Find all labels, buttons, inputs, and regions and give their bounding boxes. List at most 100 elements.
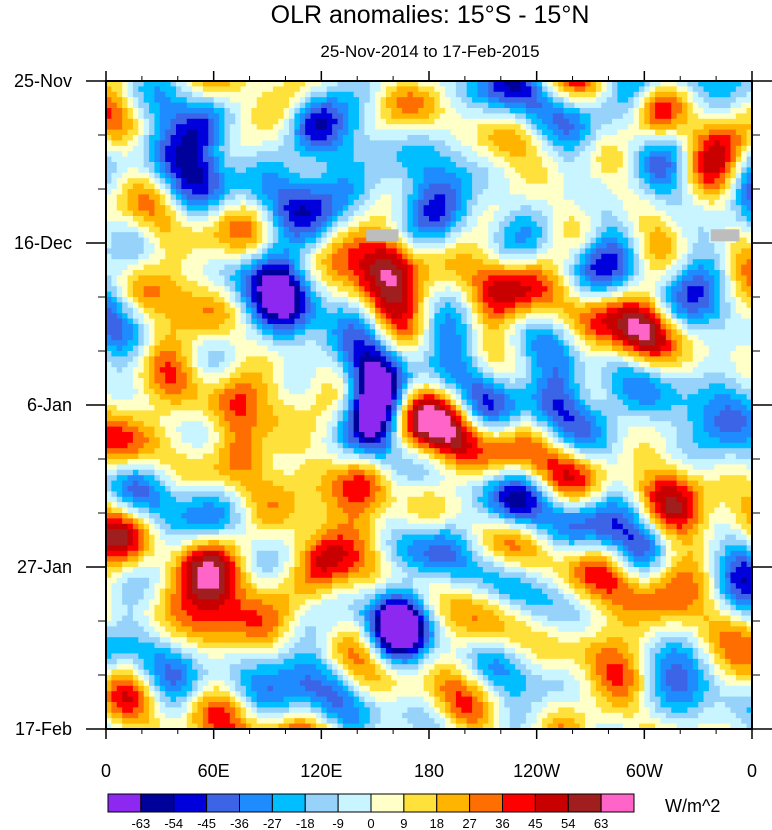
- heatmap-cell: [515, 286, 522, 293]
- heatmap-cell: [719, 86, 726, 93]
- heatmap-cell: [692, 129, 699, 136]
- heatmap-cell: [612, 210, 619, 217]
- heatmap-cell: [488, 264, 495, 271]
- heatmap-cell: [332, 221, 339, 228]
- heatmap-cell: [138, 264, 145, 271]
- heatmap-cell: [574, 210, 581, 217]
- heatmap-cell: [450, 194, 457, 201]
- heatmap-cell: [240, 162, 247, 168]
- heatmap-cell: [186, 291, 193, 298]
- heatmap-cell: [498, 221, 505, 228]
- heatmap-cell: [509, 280, 516, 287]
- heatmap-cell: [515, 259, 522, 266]
- heatmap-cell: [423, 129, 430, 136]
- heatmap-cell: [477, 108, 484, 114]
- heatmap-cell: [622, 221, 629, 228]
- heatmap-cell: [143, 199, 150, 206]
- heatmap-cell: [617, 275, 624, 282]
- heatmap-cell: [267, 86, 274, 93]
- heatmap-cell: [321, 167, 328, 174]
- heatmap-cell: [445, 183, 452, 190]
- heatmap-cell: [348, 183, 355, 190]
- heatmap-cell: [515, 264, 522, 271]
- heatmap-cell: [735, 210, 742, 217]
- heatmap-cell: [595, 199, 602, 206]
- heatmap-cell: [552, 248, 559, 255]
- heatmap-cell: [472, 145, 479, 152]
- heatmap-cell: [251, 221, 258, 228]
- heatmap-cell: [450, 183, 457, 190]
- heatmap-cell: [617, 237, 624, 244]
- heatmap-cell: [735, 275, 742, 282]
- heatmap-cell: [278, 297, 285, 303]
- heatmap-cell: [197, 194, 204, 201]
- heatmap-cell: [687, 81, 694, 87]
- heatmap-cell: [547, 210, 554, 217]
- heatmap-cell: [563, 145, 570, 152]
- heatmap-cell: [299, 102, 306, 109]
- heatmap-cell: [439, 156, 446, 163]
- heatmap-cell: [170, 118, 177, 125]
- heatmap-cell: [536, 178, 543, 185]
- heatmap-cell: [434, 216, 441, 222]
- heatmap-cell: [305, 221, 312, 228]
- heatmap-cell: [159, 97, 166, 104]
- heatmap-cell: [149, 243, 156, 249]
- heatmap-cell: [310, 108, 317, 114]
- heatmap-cell: [364, 286, 371, 293]
- heatmap-cell: [595, 172, 602, 179]
- heatmap-cell: [542, 86, 549, 93]
- heatmap-cell: [396, 118, 403, 125]
- heatmap-cell: [676, 270, 683, 276]
- heatmap-cell: [256, 162, 263, 168]
- heatmap-cell: [402, 118, 409, 125]
- heatmap-cell: [644, 189, 651, 195]
- heatmap-cell: [638, 286, 645, 293]
- heatmap-cell: [746, 102, 753, 109]
- heatmap-cell: [267, 108, 274, 114]
- heatmap-cell: [192, 81, 199, 87]
- heatmap-cell: [385, 189, 392, 195]
- heatmap-cell: [542, 156, 549, 163]
- heatmap-cell: [132, 140, 139, 147]
- heatmap-cell: [563, 194, 570, 201]
- heatmap-cell: [106, 205, 112, 212]
- heatmap-cell: [127, 86, 134, 93]
- heatmap-cell: [498, 108, 505, 114]
- heatmap-cell: [402, 302, 409, 309]
- heatmap-cell: [262, 140, 269, 147]
- heatmap-cell: [143, 145, 150, 152]
- heatmap-cell: [439, 81, 446, 87]
- heatmap-cell: [283, 151, 290, 158]
- heatmap-cell: [703, 102, 710, 109]
- heatmap-cell: [348, 86, 355, 93]
- heatmap-cell: [229, 145, 236, 152]
- heatmap-cell: [122, 259, 129, 266]
- heatmap-cell: [240, 113, 247, 120]
- heatmap-cell: [595, 113, 602, 120]
- heatmap-cell: [143, 297, 150, 303]
- heatmap-cell: [687, 221, 694, 228]
- heatmap-cell: [552, 140, 559, 147]
- heatmap-cell: [407, 189, 414, 195]
- heatmap-cell: [730, 178, 737, 185]
- heatmap-cell: [149, 135, 156, 141]
- heatmap-cell: [208, 291, 215, 298]
- heatmap-cell: [477, 226, 484, 233]
- heatmap-cell: [574, 162, 581, 168]
- heatmap-cell: [558, 167, 565, 174]
- heatmap-cell: [515, 216, 522, 222]
- heatmap-cell: [402, 280, 409, 287]
- heatmap-cell: [380, 221, 387, 228]
- heatmap-cell: [563, 259, 570, 266]
- heatmap-cell: [649, 124, 656, 131]
- heatmap-cell: [219, 172, 226, 179]
- heatmap-cell: [299, 108, 306, 114]
- heatmap-cell: [159, 297, 166, 303]
- heatmap-cell: [536, 216, 543, 222]
- heatmap-cell: [498, 226, 505, 233]
- heatmap-cell: [116, 243, 123, 249]
- heatmap-cell: [315, 97, 322, 104]
- heatmap-cell: [482, 183, 489, 190]
- heatmap-cell: [719, 216, 726, 222]
